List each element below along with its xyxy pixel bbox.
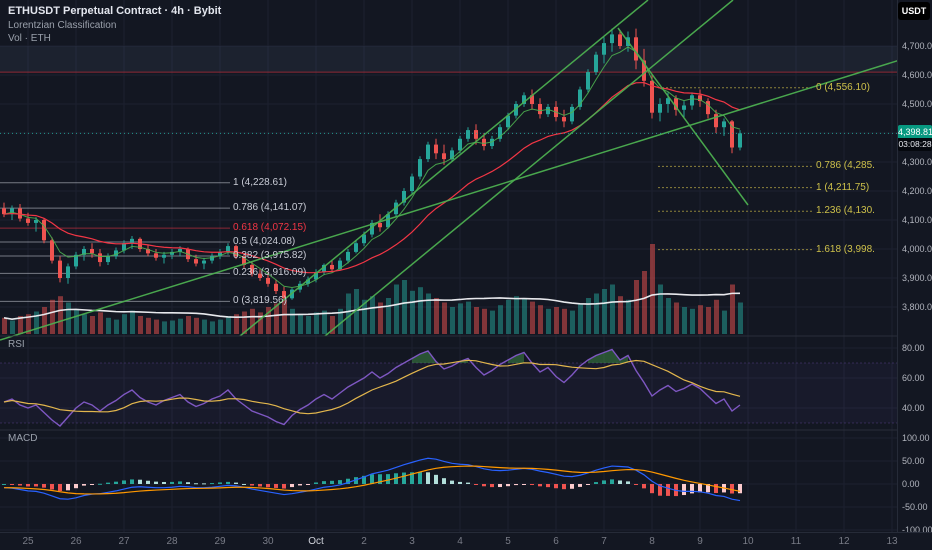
volume-series — [2, 244, 743, 334]
moving-average-lines — [3, 46, 741, 288]
currency-toggle-button[interactable]: USDT — [898, 2, 930, 20]
time-axis-label: 27 — [118, 536, 130, 547]
time-axis-label: 28 — [166, 536, 178, 547]
macd-axis-label: -100.00 — [902, 525, 932, 535]
price-axis-label: 4,500.00 — [902, 99, 932, 109]
rsi-axis-label: 80.00 — [902, 343, 925, 353]
last-price-value: 4,398.81 — [898, 125, 932, 139]
time-axis-label: 29 — [214, 536, 226, 547]
grid-lines — [0, 0, 897, 532]
macd-axis-label: 50.00 — [902, 456, 925, 466]
time-axis-label: 30 — [262, 536, 274, 547]
time-axis-label: 25 — [22, 536, 34, 547]
time-axis-label: 10 — [742, 536, 754, 547]
time-axis-label: Oct — [308, 536, 324, 547]
time-axis-label: 9 — [697, 536, 703, 547]
macd-indicator — [2, 457, 742, 502]
price-axis-label: 4,700.00 — [902, 41, 932, 51]
macd-pane-label[interactable]: MACD — [8, 433, 38, 444]
price-axis-label: 4,300.00 — [902, 157, 932, 167]
chart-legend: ETHUSDT Perpetual Contract · 4h · Bybit … — [8, 5, 221, 46]
rsi-axis-label: 40.00 — [902, 403, 925, 413]
macd-axis-label: 100.00 — [902, 433, 930, 443]
resistance-zone[interactable] — [0, 46, 897, 73]
time-axis-label: 4 — [457, 536, 463, 547]
indicator-volume-label[interactable]: Vol · ETH — [8, 33, 51, 45]
pane-dividers — [0, 335, 932, 431]
bar-countdown: 03:08:28 — [898, 138, 932, 152]
price-axis-label: 3,900.00 — [902, 273, 932, 283]
rsi-indicator — [0, 348, 897, 427]
price-axis[interactable]: 4,398.81 03:08:28 4,700.00 4,600.00 4,500.… — [897, 0, 932, 535]
last-price-badge: 4,398.81 03:08:28 — [898, 125, 932, 152]
price-axis-label: 4,100.00 — [902, 215, 932, 225]
macd-axis-label: 0.00 — [902, 479, 920, 489]
symbol-title[interactable]: ETHUSDT Perpetual Contract · 4h · Bybit — [8, 5, 222, 17]
price-axis-label: 4,200.00 — [902, 186, 932, 196]
time-axis-label: 3 — [409, 536, 415, 547]
time-axis-label: 12 — [838, 536, 850, 547]
time-axis-label: 5 — [505, 536, 511, 547]
price-axis-label: 3,800.00 — [902, 302, 932, 312]
rsi-pane-label[interactable]: RSI — [8, 339, 25, 350]
time-axis-label: 2 — [361, 536, 367, 547]
price-axis-label: 4,000.00 — [902, 244, 932, 254]
indicator-lorentzian-label[interactable]: Lorentzian Classification — [8, 19, 117, 31]
macd-axis-label: -50.00 — [902, 502, 928, 512]
time-axis-label: 8 — [649, 536, 655, 547]
rsi-axis-label: 60.00 — [902, 373, 925, 383]
time-axis-label: 7 — [601, 536, 607, 547]
time-axis[interactable]: 25 26 27 28 29 30 Oct 2 3 4 5 6 7 8 9 10 11 12 13 — [0, 532, 932, 550]
price-axis-label: 4,600.00 — [902, 70, 932, 80]
time-axis-label: 11 — [790, 536, 802, 547]
time-axis-label: 6 — [553, 536, 559, 547]
time-axis-label: 13 — [886, 536, 898, 547]
trendline-drawings[interactable] — [0, 0, 932, 341]
time-axis-label: 26 — [70, 536, 82, 547]
